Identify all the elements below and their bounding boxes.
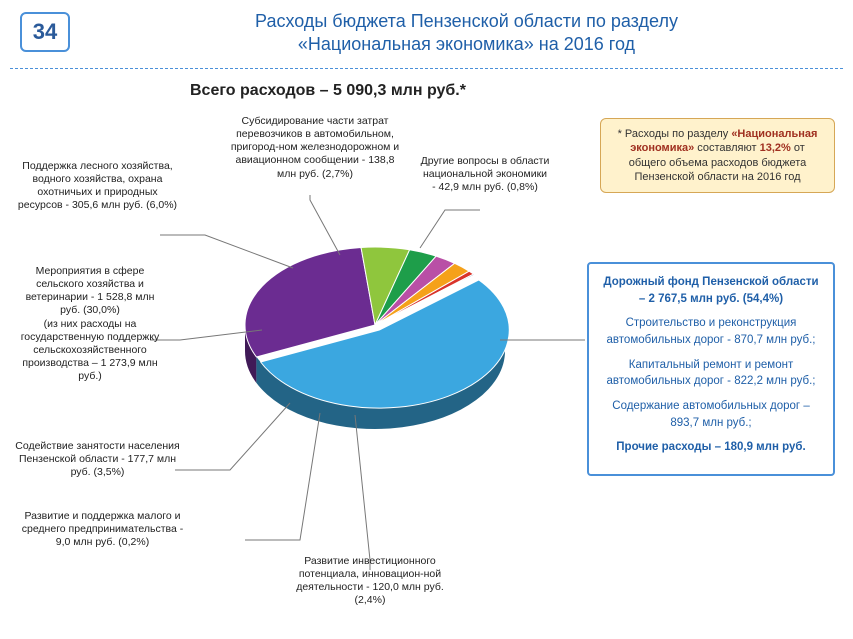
label-forestry: Поддержка лесного хозяйства, водного хоз… <box>15 160 180 213</box>
callout-prefix: * Расходы по разделу <box>618 128 732 140</box>
subtitle-total: Всего расходов – 5 090,3 млн руб.* <box>60 82 793 100</box>
detail-item-4: Прочие расходы – 180,9 млн руб. <box>601 439 821 456</box>
page-number-badge: 34 <box>20 12 70 52</box>
header-divider <box>10 68 843 69</box>
title-line-2: «Национальная экономика» на 2016 год <box>100 33 833 56</box>
callout-bold2: 13,2% <box>760 142 791 154</box>
label-sme: Развитие и поддержка малого и среднего п… <box>15 510 190 549</box>
label-transport-sub: Субсидирование части затрат перевозчиков… <box>230 115 400 181</box>
label-agriculture-sub: (из них расходы на государственную подде… <box>21 318 160 383</box>
label-other-econ: Другие вопросы в области национальной эк… <box>420 155 550 194</box>
detail-header: Дорожный фонд Пензенской области – 2 767… <box>601 274 821 307</box>
label-investment: Развитие инвестиционного потенциала, инн… <box>285 555 455 608</box>
page-title: Расходы бюджета Пензенской области по ра… <box>100 10 833 57</box>
callout-box: * Расходы по разделу «Национальная эконо… <box>600 118 835 193</box>
label-agriculture: Мероприятия в сфере сельского хозяйства … <box>15 265 165 383</box>
detail-box-road-fund: Дорожный фонд Пензенской области – 2 767… <box>587 262 835 476</box>
pie-chart <box>230 225 520 435</box>
detail-item-1: Строительство и реконструкция автомобиль… <box>601 315 821 348</box>
detail-item-2: Капитальный ремонт и ремонт автомобильны… <box>601 357 821 390</box>
callout-mid: составляют <box>694 142 759 154</box>
label-agriculture-main: Мероприятия в сфере сельского хозяйства … <box>26 265 155 316</box>
title-line-1: Расходы бюджета Пензенской области по ра… <box>100 10 833 33</box>
label-employment: Содействие занятости населения Пензенско… <box>15 440 180 479</box>
detail-item-3: Содержание автомобильных дорог – 893,7 м… <box>601 398 821 431</box>
